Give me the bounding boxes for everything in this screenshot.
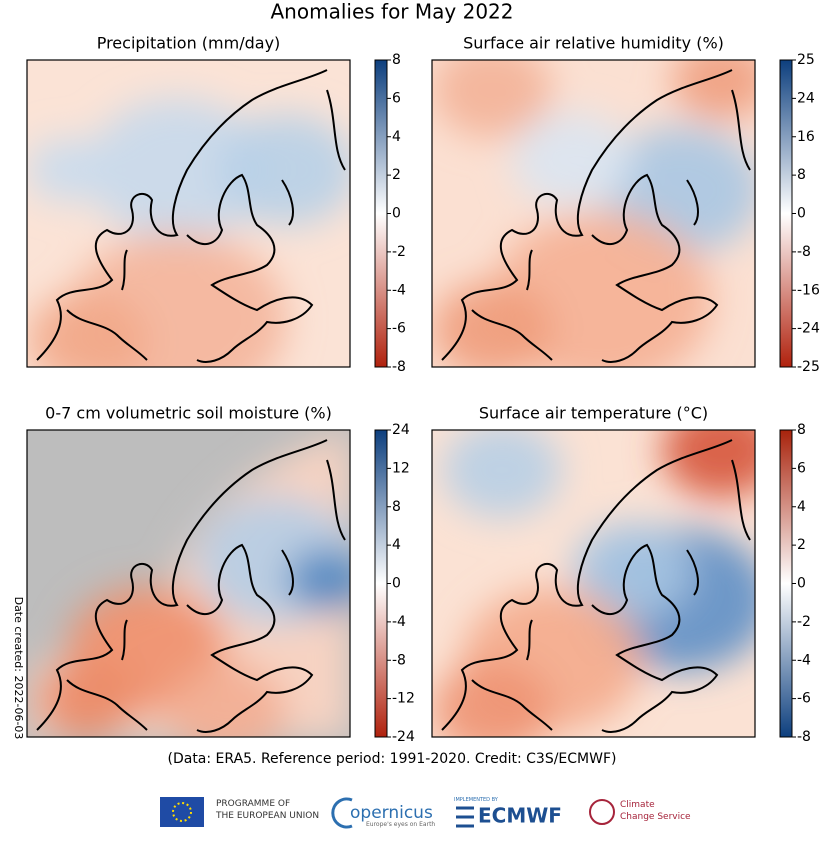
- colorbar: [779, 59, 793, 368]
- colorbar-tick-label: -4: [392, 282, 406, 298]
- map: [432, 60, 755, 367]
- colorbar-tick-label: 6: [392, 90, 401, 106]
- copernicus-c: [331, 797, 353, 829]
- c3s-text: Change Service: [620, 812, 691, 822]
- colorbar-tick-label: 0: [392, 576, 401, 592]
- map-frame: [431, 429, 756, 738]
- c3s-text: Climate: [620, 800, 655, 810]
- map: [27, 430, 350, 737]
- colorbar-tick-label: 24: [797, 90, 815, 106]
- colorbar-tick-label: 4: [392, 537, 401, 553]
- colorbar-tick-label: 16: [797, 129, 815, 145]
- map: [27, 60, 350, 367]
- colorbar-tick-label: -2: [797, 614, 811, 630]
- anomaly-area: [442, 430, 562, 518]
- colorbar-tick-label: -25: [797, 359, 820, 375]
- colorbar-tick-label: 4: [797, 499, 806, 515]
- c3s-mark: [589, 799, 615, 825]
- anomaly-area: [37, 660, 137, 737]
- anomaly-area: [512, 112, 632, 208]
- map-frame: [26, 59, 351, 368]
- colorbar: [779, 429, 793, 738]
- anomaly-area: [662, 430, 755, 498]
- colorbar-tick-label: 8: [392, 499, 401, 515]
- panel-title: Surface air temperature (°C): [479, 404, 708, 423]
- anomaly-area: [672, 60, 755, 120]
- anomaly-area: [432, 662, 552, 737]
- panel-title: Precipitation (mm/day): [97, 34, 281, 53]
- colorbar-tick-label: -2: [392, 244, 406, 260]
- ecmwf-mark: [456, 806, 474, 828]
- eu-stars: [172, 802, 192, 822]
- colorbar-tick-label: 8: [392, 52, 401, 68]
- panel-title: 0-7 cm volumetric soil moisture (%): [45, 404, 332, 423]
- colorbar-tick-label: 4: [392, 129, 401, 145]
- colorbar-tick-label: -6: [392, 321, 406, 337]
- colorbar-tick-label: 0: [392, 206, 401, 222]
- colorbar-tick-label: -24: [797, 321, 820, 337]
- anomaly-field: [432, 430, 755, 737]
- colorbar-tick-label: 12: [392, 460, 410, 476]
- colorbar-tick-label: -24: [392, 729, 415, 745]
- colorbar-tick-label: 6: [797, 460, 806, 476]
- colorbar-tick-label: -8: [392, 652, 406, 668]
- colorbar-tick-label: 25: [797, 52, 815, 68]
- colorbar-tick-label: -16: [797, 282, 820, 298]
- logos: PROGRAMME OF THE EUROPEAN UNION opernicu…: [160, 797, 691, 829]
- anomaly-area: [217, 114, 350, 226]
- eu-text: THE EUROPEAN UNION: [215, 811, 319, 821]
- copernicus-text: opernicus: [350, 803, 433, 823]
- colorbar-tick-label: 0: [797, 206, 806, 222]
- colorbar-tick-label: -6: [797, 691, 811, 707]
- copernicus-tagline: Europe's eyes on Earth: [366, 821, 435, 828]
- colorbar-tick-label: -12: [392, 691, 415, 707]
- colorbar: [374, 59, 388, 368]
- anomaly-area: [287, 548, 350, 612]
- anomaly-area: [167, 662, 287, 737]
- date-created: Date created: 2022-06-03: [12, 597, 25, 740]
- anomaly-field: [432, 60, 755, 367]
- map: [432, 430, 755, 737]
- ecmwf-text: ECMWF: [478, 804, 562, 828]
- colorbar-tick-label: 0: [797, 576, 806, 592]
- colorbar-tick-label: -4: [392, 614, 406, 630]
- anomaly-area: [27, 138, 107, 202]
- ecmwf-implemented: IMPLEMENTED BY: [454, 797, 499, 803]
- footer: (Data: ERA5. Reference period: 1991-2020…: [168, 751, 617, 767]
- colorbar-tick-label: 2: [797, 537, 806, 553]
- colorbar-tick-label: 8: [797, 167, 806, 183]
- anomaly-area: [432, 60, 552, 138]
- colorbar-tick-label: 8: [797, 422, 806, 438]
- colorbar-tick-label: -8: [797, 729, 811, 745]
- anomaly-area: [27, 292, 147, 367]
- colorbar-tick-label: 24: [392, 422, 410, 438]
- colorbar-tick-label: -8: [797, 244, 811, 260]
- eu-flag: [160, 797, 204, 827]
- panel-title: Surface air relative humidity (%): [463, 34, 724, 53]
- colorbar-tick-label: 2: [392, 167, 401, 183]
- colorbar-tick-label: -4: [797, 652, 811, 668]
- colorbar: [374, 429, 388, 738]
- anomaly-field: [27, 430, 350, 737]
- figure-title: Anomalies for May 2022: [271, 0, 514, 24]
- map-frame: [26, 429, 351, 738]
- map-frame: [431, 59, 756, 368]
- eu-text: PROGRAMME OF: [216, 799, 290, 809]
- anomaly-area: [432, 282, 552, 367]
- colorbar-tick-label: -8: [392, 359, 406, 375]
